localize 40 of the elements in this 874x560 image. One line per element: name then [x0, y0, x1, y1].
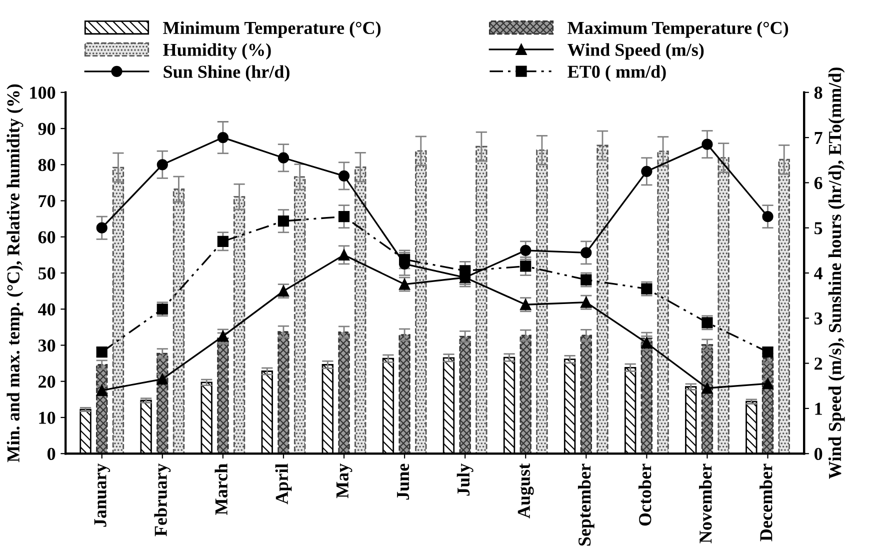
y-tick-label: 70	[38, 195, 56, 208]
legend-label: Maximum Temperature (°C)	[568, 21, 788, 38]
x-tick-label: December	[760, 464, 772, 542]
x-tick-label: July	[456, 463, 474, 496]
y-tick-label: 40	[38, 303, 56, 316]
legend-label: Wind Speed (m/s)	[568, 43, 704, 60]
y2-tick-label: 7	[814, 132, 822, 144]
y-tick-label: 10	[39, 412, 56, 424]
y2-tick-label: 6	[814, 177, 822, 190]
y2-tick-label: 8	[814, 86, 822, 99]
y-tick-label: 90	[38, 122, 56, 135]
x-tick-label: November	[699, 464, 712, 544]
x-tick-label: August	[518, 463, 534, 518]
x-tick-label: April	[275, 464, 292, 504]
legend-label: Sun Shine (hr/d)	[164, 65, 290, 82]
y-tick-label: 0	[47, 448, 56, 460]
legend-label: Minimum Temperature (°C)	[163, 21, 381, 38]
x-tick-label: October	[638, 464, 652, 526]
y2-tick-label: 0	[814, 448, 822, 460]
x-tick-label: September	[578, 464, 594, 546]
x-tick-label: February	[154, 463, 171, 536]
y2-tick-label: 3	[814, 312, 822, 325]
x-tick-label: January	[94, 463, 110, 527]
y-tick-label: 20	[38, 376, 56, 388]
legend-label: ET0 ( mm/d)	[568, 65, 666, 82]
y-tick-label: 100	[30, 86, 56, 99]
y2-axis-title: Wind Speed (m/s), Sunshine hours (hr/d), ETo(mm/d)	[828, 68, 845, 479]
y-tick-label: 80	[38, 158, 56, 172]
y2-tick-label: 5	[814, 222, 822, 234]
y-axis-title: Min. and max. temp. (°C), Relative humidity (%)	[6, 84, 24, 462]
y2-tick-label: 4	[814, 267, 822, 280]
y-tick-label: 60	[38, 231, 56, 244]
y2-tick-label: 2	[814, 358, 822, 370]
x-tick-label: June	[397, 464, 410, 500]
y-tick-label: 50	[38, 267, 56, 280]
legend-label: Humidity (%)	[163, 43, 271, 60]
x-tick-label: May	[336, 464, 352, 498]
y2-tick-label: 1	[815, 402, 822, 415]
y-tick-label: 30	[38, 339, 56, 352]
x-tick-label: March	[214, 464, 228, 515]
